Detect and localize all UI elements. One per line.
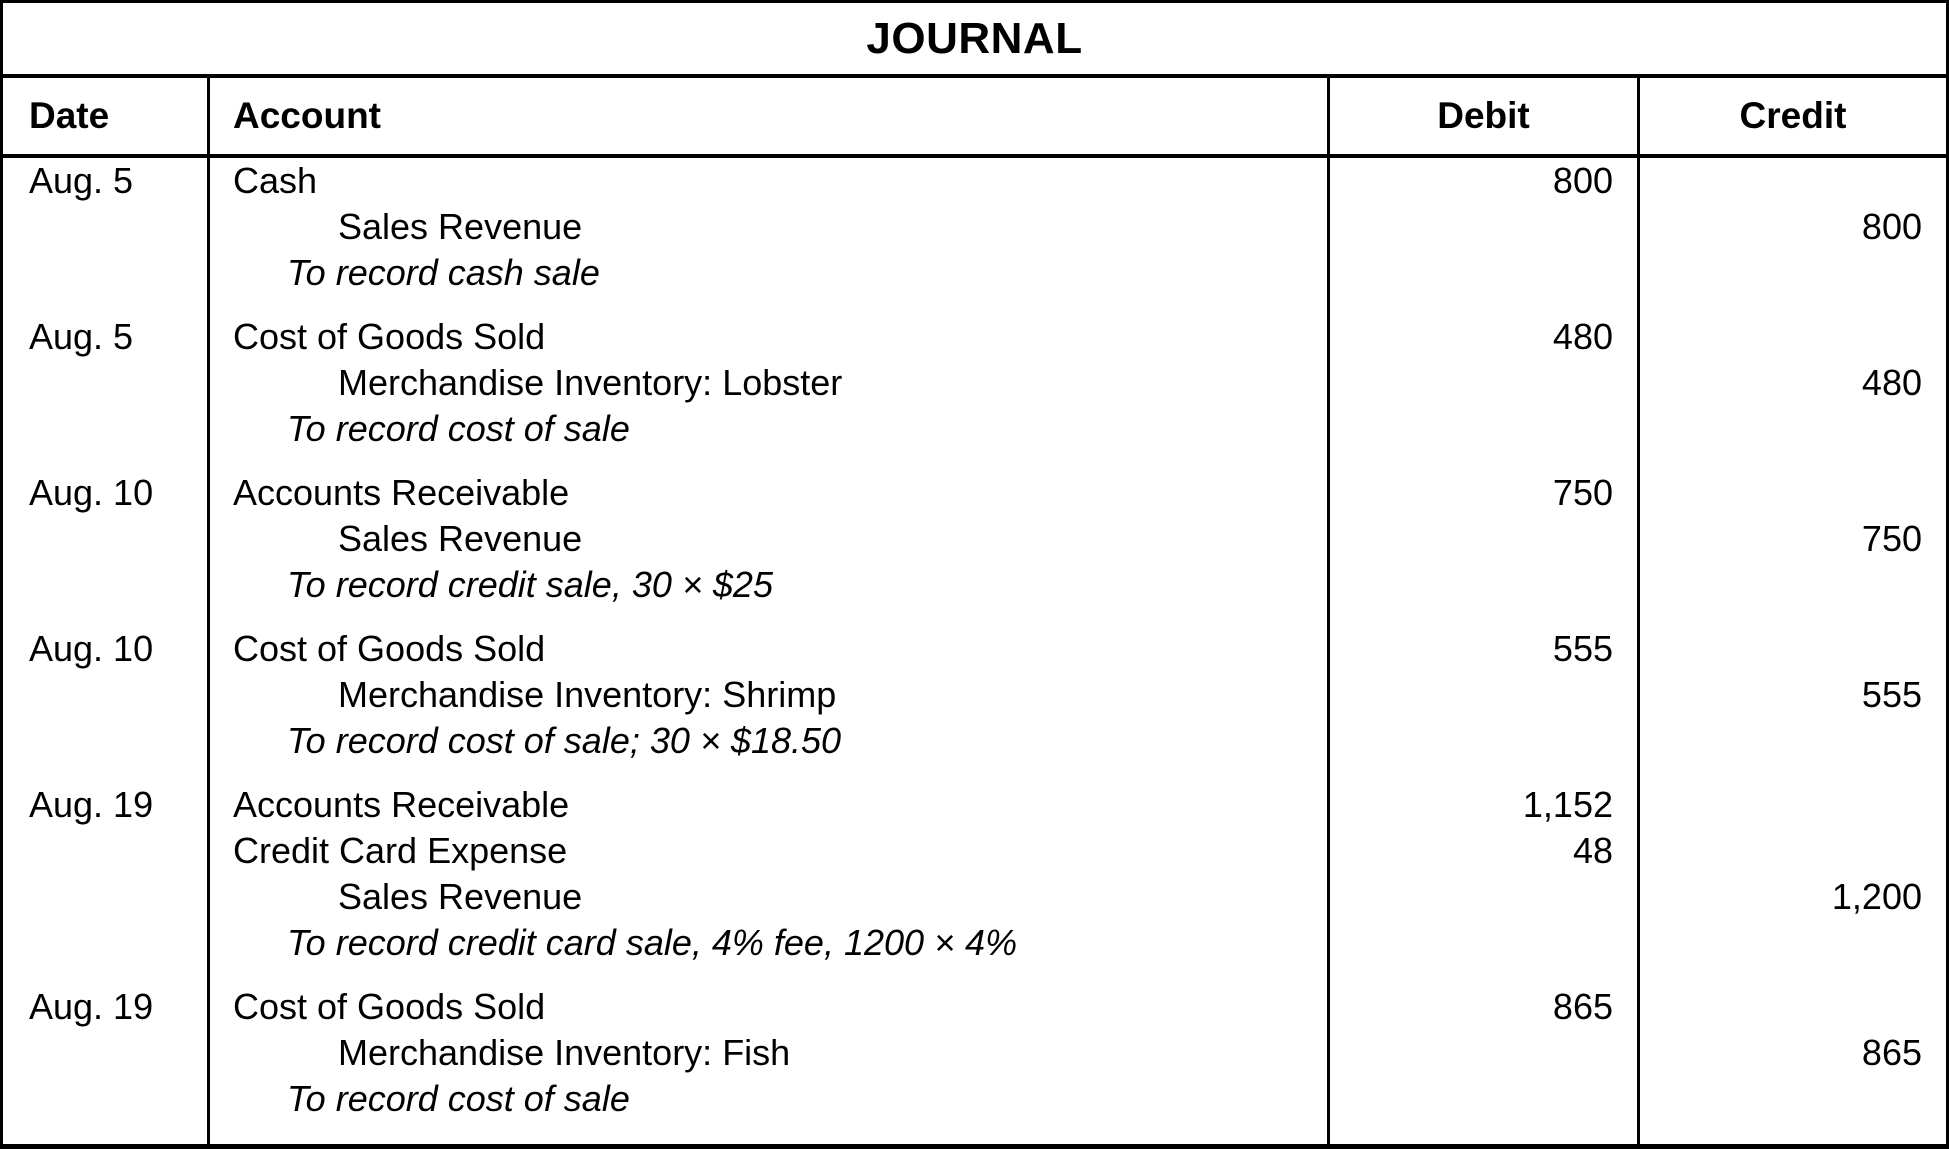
- entry-date-cell: Aug. 10: [3, 470, 210, 626]
- account-line-credit: Merchandise Inventory: Shrimp: [338, 674, 837, 715]
- column-header-date: Date: [3, 78, 210, 158]
- credit-amount: [1640, 782, 1922, 828]
- debit-amount: [1330, 250, 1613, 296]
- credit-amount: 800: [1861, 206, 1922, 247]
- account-line-debit: Cash: [233, 160, 318, 201]
- credit-amount: [1640, 158, 1922, 204]
- column-header-account: Account: [210, 78, 1330, 158]
- entry-date-cell: Aug. 5: [3, 314, 210, 470]
- account-line-debit: Cost of Goods Sold: [233, 628, 546, 669]
- credit-amount: [1640, 562, 1922, 608]
- debit-amount: [1330, 874, 1613, 920]
- debit-amount: 1,152: [1522, 784, 1613, 825]
- debit-amount: 48: [1572, 830, 1613, 871]
- entry-accounts-cell: Cost of Goods Sold Merchandise Inventory…: [210, 314, 1330, 470]
- debit-amount: [1330, 672, 1613, 718]
- entry-date-cell: Aug. 5: [3, 158, 210, 314]
- entry-credit-cell: 1,200: [1640, 782, 1946, 984]
- account-line-debit: Cost of Goods Sold: [233, 316, 546, 357]
- credit-amount: [1640, 920, 1922, 966]
- credit-amount: [1640, 626, 1922, 672]
- entry-accounts-cell: Accounts Receivable Sales Revenue To rec…: [210, 470, 1330, 626]
- entry-date-cell: Aug. 10: [3, 626, 210, 782]
- entry-description: To record cost of sale: [287, 1078, 630, 1119]
- credit-amount: [1640, 718, 1922, 764]
- entry-debit-cell: 750: [1330, 470, 1640, 626]
- entry-accounts-cell: Cash Sales Revenue To record cash sale: [210, 158, 1330, 314]
- credit-amount: [1640, 314, 1922, 360]
- column-header-credit: Credit: [1640, 78, 1946, 158]
- account-line-debit: Credit Card Expense: [233, 830, 568, 871]
- entry-debit-cell: 800: [1330, 158, 1640, 314]
- account-line-debit: Accounts Receivable: [233, 784, 570, 825]
- entry-debit-cell: 480: [1330, 314, 1640, 470]
- debit-amount: [1330, 204, 1613, 250]
- entry-accounts-cell: Cost of Goods Sold Merchandise Inventory…: [210, 984, 1330, 1144]
- credit-amount: [1640, 1076, 1922, 1122]
- debit-amount: [1330, 920, 1613, 966]
- debit-amount: [1330, 360, 1613, 406]
- credit-amount: 865: [1861, 1032, 1922, 1073]
- credit-amount: 555: [1861, 674, 1922, 715]
- table-title: JOURNAL: [866, 13, 1083, 63]
- debit-amount: [1330, 406, 1613, 452]
- table-title-row: JOURNAL: [3, 3, 1946, 78]
- entry-accounts-cell: Cost of Goods Sold Merchandise Inventory…: [210, 626, 1330, 782]
- entry-credit-cell: 555: [1640, 626, 1946, 782]
- entry-description: To record credit card sale, 4% fee, 1200…: [287, 922, 1018, 963]
- entry-date: Aug. 5: [29, 316, 134, 357]
- entry-debit-cell: 1,152 48: [1330, 782, 1640, 984]
- debit-amount: 555: [1552, 628, 1613, 669]
- entry-description: To record cost of sale: [287, 408, 630, 449]
- account-line-debit: Cost of Goods Sold: [233, 986, 546, 1027]
- entry-date: Aug. 19: [29, 784, 154, 825]
- entry-date: Aug. 5: [29, 160, 134, 201]
- credit-amount: 1,200: [1831, 876, 1922, 917]
- entry-date-cell: Aug. 19: [3, 782, 210, 984]
- credit-amount: [1640, 250, 1922, 296]
- credit-amount: 750: [1861, 518, 1922, 559]
- account-line-credit: Sales Revenue: [338, 518, 583, 559]
- entry-debit-cell: 865: [1330, 984, 1640, 1144]
- debit-amount: 480: [1552, 316, 1613, 357]
- debit-amount: [1330, 718, 1613, 764]
- credit-amount: [1640, 984, 1922, 1030]
- entry-accounts-cell: Accounts Receivable Credit Card Expense …: [210, 782, 1330, 984]
- debit-amount: [1330, 1030, 1613, 1076]
- debit-amount: [1330, 562, 1613, 608]
- debit-amount: 800: [1552, 160, 1613, 201]
- entry-description: To record credit sale, 30 × $25: [287, 564, 773, 605]
- entry-description: To record cash sale: [287, 252, 600, 293]
- entry-date-cell: Aug. 19: [3, 984, 210, 1144]
- entry-credit-cell: 750: [1640, 470, 1946, 626]
- entry-credit-cell: 480: [1640, 314, 1946, 470]
- credit-amount: [1640, 828, 1922, 874]
- entry-description: To record cost of sale; 30 × $18.50: [287, 720, 842, 761]
- debit-amount: 865: [1552, 986, 1613, 1027]
- account-line-credit: Merchandise Inventory: Fish: [338, 1032, 791, 1073]
- credit-amount: [1640, 406, 1922, 452]
- credit-amount: 480: [1861, 362, 1922, 403]
- journal-grid: Date Account Debit Credit Aug. 5 Cash Sa…: [3, 78, 1946, 1144]
- entry-date: Aug. 10: [29, 472, 154, 513]
- account-line-debit: Accounts Receivable: [233, 472, 570, 513]
- credit-amount: [1640, 470, 1922, 516]
- account-line-credit: Merchandise Inventory: Lobster: [338, 362, 843, 403]
- debit-amount: 750: [1552, 472, 1613, 513]
- column-header-debit: Debit: [1330, 78, 1640, 158]
- debit-amount: [1330, 1076, 1613, 1122]
- account-line-credit: Sales Revenue: [338, 206, 583, 247]
- debit-amount: [1330, 516, 1613, 562]
- entry-credit-cell: 865: [1640, 984, 1946, 1144]
- entry-date: Aug. 10: [29, 628, 154, 669]
- entry-debit-cell: 555: [1330, 626, 1640, 782]
- account-line-credit: Sales Revenue: [338, 876, 583, 917]
- entry-date: Aug. 19: [29, 986, 154, 1027]
- entry-credit-cell: 800: [1640, 158, 1946, 314]
